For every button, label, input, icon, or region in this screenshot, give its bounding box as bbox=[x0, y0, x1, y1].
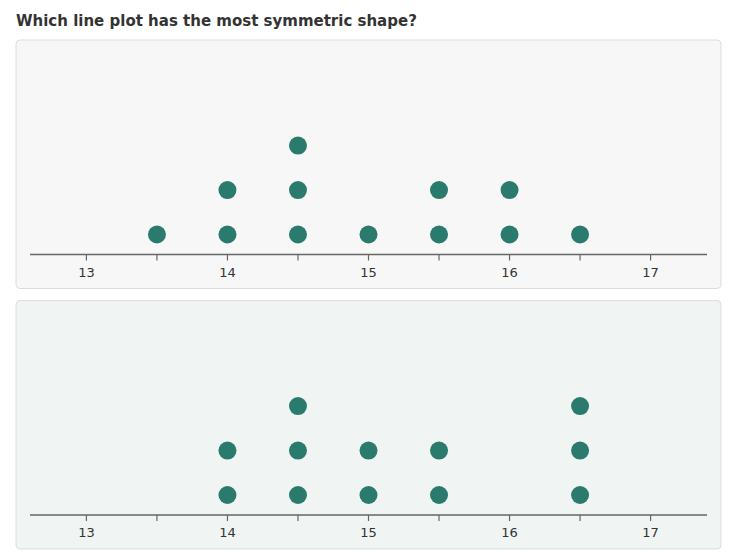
x-tick-label: 13 bbox=[78, 525, 95, 540]
x-tick bbox=[368, 515, 369, 521]
dot bbox=[289, 486, 307, 504]
dot bbox=[289, 442, 307, 460]
x-tick bbox=[297, 515, 298, 521]
panel-background bbox=[16, 40, 721, 289]
x-tick bbox=[297, 255, 298, 261]
panel-background bbox=[16, 301, 721, 550]
dot bbox=[218, 486, 236, 504]
x-tick bbox=[579, 515, 580, 521]
dot bbox=[360, 442, 378, 460]
x-tick-label: 13 bbox=[78, 265, 95, 280]
chart-container: Which line plot has the most symmetric s… bbox=[0, 0, 737, 559]
x-tick bbox=[86, 255, 87, 261]
x-tick bbox=[509, 255, 510, 261]
dot bbox=[430, 486, 448, 504]
dot bbox=[360, 486, 378, 504]
x-tick bbox=[650, 255, 651, 261]
dot bbox=[289, 225, 307, 243]
dot bbox=[571, 486, 589, 504]
dot bbox=[289, 137, 307, 155]
dots bbox=[218, 397, 589, 504]
dot bbox=[148, 225, 166, 243]
dot bbox=[218, 225, 236, 243]
chart-svg: Which line plot has the most symmetric s… bbox=[0, 0, 737, 559]
dot bbox=[430, 181, 448, 199]
x-tick bbox=[227, 255, 228, 261]
dot bbox=[218, 181, 236, 199]
x-tick bbox=[156, 515, 157, 521]
dot bbox=[218, 442, 236, 460]
dot bbox=[501, 181, 519, 199]
x-tick bbox=[86, 515, 87, 521]
dot bbox=[289, 181, 307, 199]
background bbox=[0, 0, 737, 559]
dot bbox=[360, 225, 378, 243]
x-tick-label: 17 bbox=[642, 265, 659, 280]
panel: 13 14 15 16 17 bbox=[16, 301, 721, 550]
page: {"chart_data": [ {"type": "dot", "title"… bbox=[0, 0, 737, 559]
x-tick-label: 15 bbox=[360, 265, 377, 280]
x-tick-label: 14 bbox=[219, 525, 236, 540]
dot bbox=[571, 397, 589, 415]
x-tick-label: 14 bbox=[219, 265, 236, 280]
dot bbox=[289, 397, 307, 415]
dot bbox=[571, 225, 589, 243]
x-tick bbox=[650, 515, 651, 521]
x-tick-label: 17 bbox=[642, 525, 659, 540]
x-tick bbox=[509, 515, 510, 521]
dot bbox=[571, 442, 589, 460]
x-tick-label: 15 bbox=[360, 525, 377, 540]
x-tick-label: 16 bbox=[501, 265, 518, 280]
dot bbox=[501, 225, 519, 243]
title: Which line plot has the most symmetric s… bbox=[16, 12, 417, 30]
x-tick bbox=[438, 255, 439, 261]
x-tick bbox=[368, 255, 369, 261]
dot bbox=[430, 225, 448, 243]
x-tick bbox=[579, 255, 580, 261]
x-tick bbox=[156, 255, 157, 261]
dots bbox=[148, 137, 589, 244]
x-tick bbox=[227, 515, 228, 521]
dot bbox=[430, 442, 448, 460]
x-tick-label: 16 bbox=[501, 525, 518, 540]
x-tick bbox=[438, 515, 439, 521]
panel: 13 14 15 16 17 bbox=[16, 40, 721, 289]
